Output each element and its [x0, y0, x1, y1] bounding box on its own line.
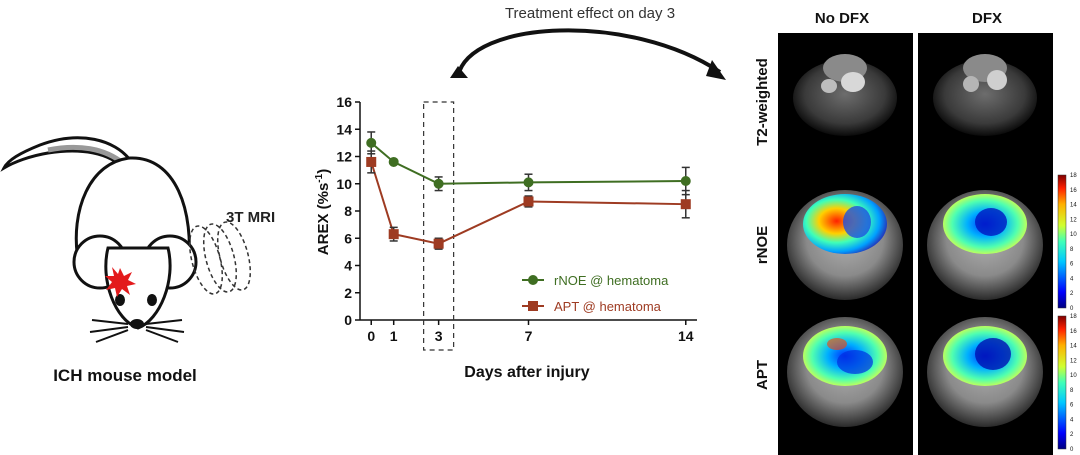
mouse-model-caption: ICH mouse model — [53, 366, 197, 385]
colorbar-tick-label: 18 — [1070, 314, 1077, 320]
hemorrhage-burst-icon — [105, 267, 136, 297]
y-tick-label: 4 — [344, 258, 352, 274]
colorbar-tick-label: 14 — [1070, 203, 1077, 209]
x-tick-label: 14 — [678, 328, 694, 344]
y-tick-label: 14 — [336, 121, 352, 137]
mouse-eye-left — [115, 294, 125, 306]
mri-field-label: 3T MRI — [226, 209, 275, 226]
column-header-no-dfx: No DFX — [815, 10, 869, 27]
chart-series — [366, 131, 691, 250]
t2-image-no-dfx — [793, 54, 897, 136]
series-0 — [366, 131, 691, 196]
treatment-arrow-head — [706, 60, 726, 80]
apt-image-no-dfx — [787, 317, 903, 427]
colorbar-tick-label: 2 — [1070, 291, 1074, 297]
data-point — [433, 238, 444, 249]
colorbar-rnoe — [1057, 174, 1067, 309]
colorbar-tick-label: 0 — [1070, 306, 1074, 312]
colorbar-tick-label: 16 — [1070, 329, 1077, 335]
colorbar-tick-label: 8 — [1070, 247, 1074, 253]
colorbar-tick-label: 4 — [1070, 417, 1074, 423]
treatment-arrow-tail — [450, 66, 468, 78]
data-point — [388, 156, 399, 167]
mouse-tail — [0, 136, 132, 173]
y-tick-label: 0 — [344, 312, 352, 328]
arex-line-chart: Treatment effect on day 3 0 2 4 6 8 10 12 14 16 0… — [314, 5, 726, 381]
y-tick-label: 8 — [344, 203, 352, 219]
colorbar-rnoe-ticks: 0 2 4 6 8 10 12 14 16 18 — [1070, 173, 1077, 312]
highlight-box — [423, 101, 455, 351]
data-point — [366, 137, 377, 148]
data-point — [388, 229, 399, 240]
treatment-arrow — [456, 28, 722, 77]
data-point — [366, 156, 377, 167]
data-point — [433, 178, 444, 189]
x-tick-label: 0 — [367, 328, 375, 344]
y-tick-label: 16 — [336, 94, 352, 110]
data-point — [680, 176, 691, 187]
treatment-effect-label: Treatment effect on day 3 — [505, 5, 675, 22]
colorbar-tick-label: 6 — [1070, 403, 1074, 409]
colorbar-tick-label: 18 — [1070, 173, 1077, 179]
y-tick-label: 10 — [336, 176, 352, 192]
x-tick-label: 1 — [390, 328, 398, 344]
rnoe-image-no-dfx — [787, 190, 903, 300]
x-tick-label: 7 — [525, 328, 533, 344]
legend-marker — [528, 275, 538, 285]
y-tick-label: 6 — [344, 230, 352, 246]
y-axis-label: AREX (%s-1) — [314, 169, 332, 255]
apt-image-dfx — [927, 317, 1043, 427]
column-header-dfx: DFX — [972, 10, 1002, 27]
row-label-apt: APT — [754, 360, 771, 390]
mri-coil-icon — [188, 221, 252, 295]
data-point — [680, 199, 691, 210]
row-label-t2: T2-weighted — [754, 58, 771, 146]
colorbar-tick-label: 12 — [1070, 217, 1077, 223]
colorbar-apt-ticks: 0 2 4 6 8 10 12 14 16 18 — [1070, 314, 1077, 453]
colorbar-tick-label: 4 — [1070, 276, 1074, 282]
colorbar-apt — [1057, 315, 1067, 450]
y-tick-label: 12 — [336, 149, 352, 165]
colorbar-tick-label: 16 — [1070, 188, 1077, 194]
legend-marker — [528, 301, 538, 311]
data-point — [523, 177, 534, 188]
colorbar-tick-label: 2 — [1070, 432, 1074, 438]
colorbar-tick-label: 0 — [1070, 447, 1074, 453]
x-tick-label: 3 — [435, 328, 443, 344]
colorbar-tick-label: 14 — [1070, 344, 1077, 350]
mouse-nose — [130, 319, 144, 329]
colorbar-tick-label: 10 — [1070, 373, 1077, 379]
y-tick-label: 2 — [344, 285, 352, 301]
row-label-rnoe: rNOE — [754, 226, 771, 264]
day3-highlight-rect — [423, 101, 455, 351]
rnoe-image-dfx — [927, 190, 1043, 300]
t2-image-dfx — [933, 54, 1037, 136]
x-axis-label: Days after injury — [464, 364, 589, 381]
colorbar-tick-label: 10 — [1070, 232, 1077, 238]
chart-legend: rNOE @ hematoma APT @ hematoma — [522, 273, 669, 314]
legend-label: rNOE @ hematoma — [554, 273, 669, 288]
legend-label: APT @ hematoma — [554, 299, 662, 314]
ich-mouse-illustration: 3T MRI ICH mouse model — [0, 136, 275, 385]
colorbar-tick-label: 8 — [1070, 388, 1074, 394]
series-1 — [366, 150, 691, 250]
mouse-whiskers — [89, 319, 185, 343]
mri-image-grid: No DFX DFX T2-weighted rNOE APT — [754, 10, 1077, 455]
data-point — [523, 196, 534, 207]
mouse-eye-right — [147, 294, 157, 306]
colorbar-tick-label: 12 — [1070, 358, 1077, 364]
colorbar-tick-label: 6 — [1070, 262, 1074, 268]
